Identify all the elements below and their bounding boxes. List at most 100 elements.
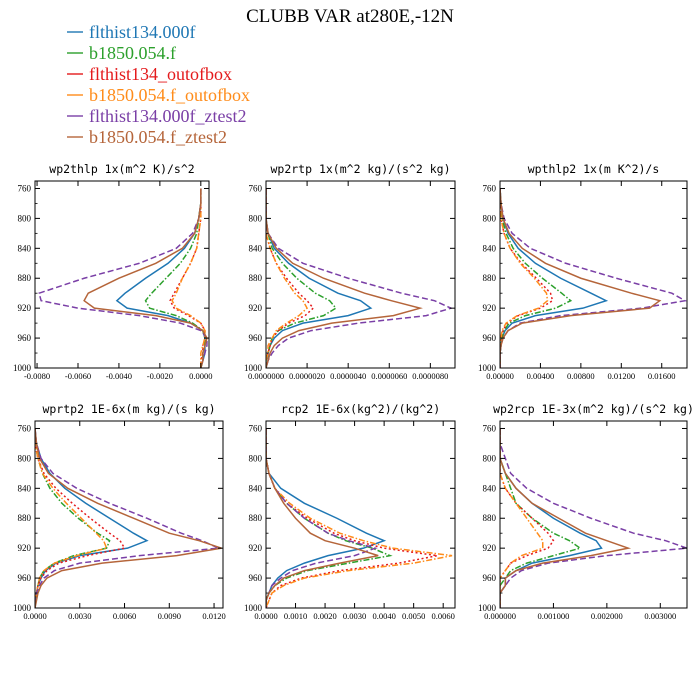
- panel-title: wprtp2 1E-6x(m kg)/(s kg): [42, 402, 215, 416]
- series-line: [266, 428, 375, 608]
- y-tick-label: 960: [483, 333, 497, 343]
- x-tick-label: 0.0090: [158, 611, 181, 621]
- x-tick-label: 0.000000: [484, 611, 516, 621]
- chart-panel-6: wp2rcp 1E-3x(m^2 kg)/(s^2 kg) 760 800 840 88…: [478, 402, 694, 621]
- x-tick-label: 0.01600: [648, 371, 676, 381]
- y-tick-label: 800: [249, 213, 263, 223]
- series-line: [500, 428, 543, 608]
- legend-label: b1850.054.f_outofbox: [89, 85, 250, 105]
- y-tick-label: 920: [18, 543, 32, 553]
- y-tick-label: 960: [483, 573, 497, 583]
- plot-frame: [35, 421, 223, 608]
- x-tick-label: 0.0000: [189, 371, 212, 381]
- legend-label: b1850.054.f_ztest2: [89, 127, 227, 147]
- y-tick-label: 760: [18, 423, 32, 433]
- chart-panel-3: wpthlp2 1x(m K^2)/s 760 800 840 880 920 960 100…: [478, 162, 687, 381]
- panel-title: wp2rtp 1x(m^2 kg)/(s^2 kg): [270, 162, 450, 176]
- series-line: [35, 428, 125, 608]
- series-line: [35, 428, 222, 608]
- series-line: [35, 428, 147, 608]
- x-tick-label: 0.0000000: [248, 371, 284, 381]
- series-line: [266, 188, 451, 368]
- x-tick-label: 0.0000020: [289, 371, 325, 381]
- series-line: [266, 188, 420, 368]
- x-tick-label: 0.0000: [23, 611, 46, 621]
- y-tick-label: 920: [249, 543, 263, 553]
- x-tick-label: 0.0030: [68, 611, 91, 621]
- x-tick-label: 0.0000060: [371, 371, 407, 381]
- x-tick-label: 0.00800: [567, 371, 595, 381]
- series-line: [146, 188, 205, 368]
- y-tick-label: 800: [483, 213, 497, 223]
- series-line: [500, 188, 553, 368]
- y-tick-label: 920: [18, 303, 32, 313]
- legend-label: flthist134_outofbox: [89, 64, 232, 84]
- x-tick-label: 0.0050: [402, 611, 425, 621]
- y-tick-label: 760: [249, 183, 263, 193]
- series-group: [39, 188, 207, 368]
- y-tick-label: 800: [249, 453, 263, 463]
- series-line: [500, 428, 687, 608]
- series-group: [500, 188, 685, 368]
- y-tick-label: 800: [18, 453, 32, 463]
- series-line: [35, 428, 107, 608]
- y-tick-label: 760: [249, 423, 263, 433]
- series-line: [266, 428, 437, 608]
- y-tick-label: 880: [249, 273, 263, 283]
- x-tick-label: 0.01200: [607, 371, 635, 381]
- x-tick-label: 0.0040: [372, 611, 395, 621]
- y-tick-label: 840: [249, 483, 263, 493]
- y-tick-label: 840: [18, 243, 32, 253]
- y-tick-label: 920: [249, 303, 263, 313]
- series-line: [117, 188, 205, 368]
- panels: wp2thlp 1x(m^2 K)/s^2 760 800 840 880 920 960 1…: [13, 162, 694, 621]
- x-tick-label: 0.00400: [527, 371, 555, 381]
- legend-label: flthist134.000f_ztest2: [89, 106, 246, 126]
- series-line: [500, 428, 602, 608]
- panel-title: wp2rcp 1E-3x(m^2 kg)/(s^2 kg): [493, 402, 694, 416]
- chart-panel-5: rcp2 1E-6x(kg^2)/(kg^2)76080084088092096…: [244, 402, 455, 621]
- chart-panel-4: wprtp2 1E-6x(m kg)/(s kg) 760 800 840 880 920…: [13, 402, 226, 621]
- y-tick-label: 880: [483, 513, 497, 523]
- series-line: [500, 428, 628, 608]
- figure-canvas: CLUBB VAR at280E,-12N flthist134.000fb18…: [0, 0, 700, 700]
- y-tick-label: 880: [249, 513, 263, 523]
- y-tick-label: 800: [483, 453, 497, 463]
- series-line: [500, 428, 580, 608]
- plot-frame: [266, 181, 455, 368]
- y-tick-label: 760: [483, 423, 497, 433]
- legend-label: b1850.054.f: [89, 43, 176, 63]
- series-group: [35, 428, 222, 608]
- y-tick-label: 840: [249, 243, 263, 253]
- x-tick-label: -0.0040: [106, 371, 132, 381]
- x-tick-label: -0.0080: [24, 371, 50, 381]
- plot-frame: [35, 181, 209, 368]
- series-group: [266, 428, 452, 608]
- y-tick-label: 760: [483, 183, 497, 193]
- y-tick-label: 960: [18, 573, 32, 583]
- y-tick-label: 800: [18, 213, 32, 223]
- x-tick-label: 0.002000: [591, 611, 623, 621]
- y-tick-label: 960: [18, 333, 32, 343]
- series-line: [500, 188, 606, 368]
- x-tick-label: 0.0010: [284, 611, 307, 621]
- x-tick-label: 0.0120: [202, 611, 225, 621]
- x-tick-label: 0.001000: [537, 611, 569, 621]
- x-tick-label: 0.0030: [343, 611, 366, 621]
- x-tick-label: 0.0020: [313, 611, 336, 621]
- y-tick-label: 840: [483, 243, 497, 253]
- series-line: [35, 428, 110, 608]
- x-tick-label: -0.0060: [65, 371, 91, 381]
- x-tick-label: 0.0000040: [330, 371, 366, 381]
- series-line: [266, 428, 384, 608]
- y-tick-label: 920: [483, 303, 497, 313]
- series-group: [266, 188, 451, 368]
- y-tick-label: 880: [18, 273, 32, 283]
- chart-panel-2: wp2rtp 1x(m^2 kg)/(s^2 kg) 760 800 840 880 92…: [244, 162, 455, 381]
- x-tick-label: 0.0060: [432, 611, 455, 621]
- x-tick-label: 0.0000080: [412, 371, 448, 381]
- y-tick-label: 960: [249, 333, 263, 343]
- series-group: [500, 428, 687, 608]
- y-tick-label: 840: [18, 483, 32, 493]
- plot-frame: [500, 181, 687, 368]
